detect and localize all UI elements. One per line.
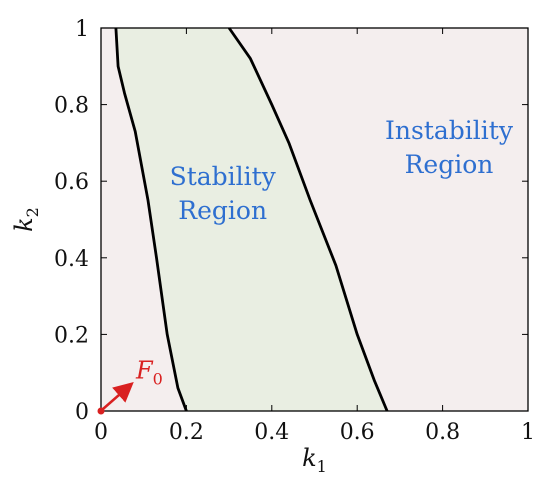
y-tick-label: 1 (75, 17, 89, 42)
x-tick-label: 0.4 (254, 420, 289, 445)
x-tick-label: 0.6 (340, 420, 375, 445)
x-tick-label: 0.2 (169, 420, 204, 445)
y-tick-label: 0.8 (54, 94, 89, 119)
plot-frame (100, 27, 529, 412)
y-tick-label: 0.4 (54, 247, 89, 272)
x-tick-label: 0 (94, 420, 108, 445)
f0-point (97, 407, 105, 415)
y-tick-label: 0.2 (54, 323, 89, 348)
x-axis-label: k1 (302, 444, 327, 476)
f0-label: F0 (135, 356, 163, 388)
y-tick-label: 0 (75, 400, 89, 425)
y-tick-label: 0.6 (54, 170, 89, 195)
boundary-curve-1 (114, 27, 188, 412)
region-label: Instability Region (385, 116, 514, 179)
region-label: Stability Region (170, 162, 277, 225)
stability-region-fill (115, 28, 388, 411)
boundary-curve-2 (227, 27, 389, 412)
y-axis-label: k2 (10, 207, 42, 232)
f0-arrow (102, 381, 134, 410)
x-tick-label: 0.8 (425, 420, 460, 445)
x-tick-label: 1 (521, 420, 535, 445)
f0-annotation: F0 (97, 356, 163, 415)
